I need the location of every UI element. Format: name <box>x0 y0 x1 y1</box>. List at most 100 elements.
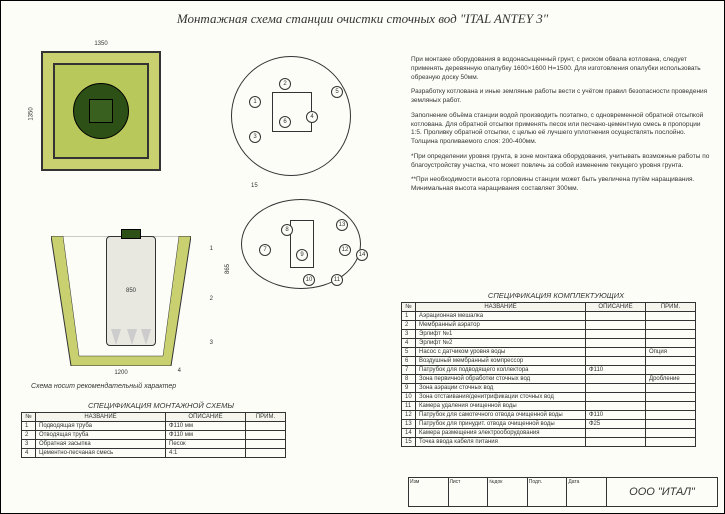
callout-1: 1 <box>210 246 213 252</box>
table-row: 12Патрубок для самотечного отвода очищен… <box>402 411 696 420</box>
table-cell <box>586 438 646 447</box>
table-cell: Зона отстаивания/денитрификации сточных … <box>416 393 586 402</box>
callout-3: 3 <box>210 340 213 346</box>
tank-leg <box>111 329 121 345</box>
table-cell: 11 <box>402 402 416 411</box>
table-cell: 12 <box>402 411 416 420</box>
table-cell: 8 <box>402 375 416 384</box>
table-cell <box>586 375 646 384</box>
node-label: 12 <box>339 244 351 256</box>
table-cell: Патрубок для подводящего коллектора <box>416 366 586 375</box>
table-cell: Цементно-песчаная смесь <box>36 449 166 458</box>
table-cell: 5 <box>402 348 416 357</box>
circ1-rect <box>272 92 312 132</box>
table-cell: Ф110 мм <box>166 422 246 431</box>
node-label: 11 <box>331 274 343 286</box>
table-cell: Песок <box>166 440 246 449</box>
table-cell: Воздушный мембранный компрессор <box>416 357 586 366</box>
table-header: № <box>22 413 36 422</box>
note-p: *При определении уровня грунта, в зоне м… <box>411 153 711 171</box>
table-row: 3Обратная засыпкаПесок <box>22 440 286 449</box>
node-label: 10 <box>303 274 315 286</box>
titleblock-col: Дата <box>567 478 607 506</box>
table-cell: Патрубок для самотечного отвода очищенно… <box>416 411 586 420</box>
table-row: 2Отводящая трубаФ110 мм <box>22 431 286 440</box>
table-cell: 1 <box>22 422 36 431</box>
table-cell <box>586 348 646 357</box>
table-header: НАЗВАНИЕ <box>416 303 586 312</box>
table-cell: 6 <box>402 357 416 366</box>
node-label: 14 <box>356 249 368 261</box>
titleblock-col: Подп. <box>528 478 568 506</box>
node-label: 2 <box>279 78 291 90</box>
table-cell: 4:1 <box>166 449 246 458</box>
table-row: 13Патрубок для принудит. отвода очищенно… <box>402 420 696 429</box>
table-assembly: СПЕЦИФИКАЦИЯ МОНТАЖНОЙ СХЕМЫ №НАЗВАНИЕОП… <box>21 401 301 458</box>
plan-dim-left: 1350 <box>29 107 35 120</box>
table-cell: Подводящая труба <box>36 422 166 431</box>
table-cell <box>586 402 646 411</box>
pit-outline: 850 <box>51 236 191 366</box>
table-header: ОПИСАНИЕ <box>586 303 646 312</box>
note-p: **При необходимости высота горловины ста… <box>411 176 711 194</box>
table-header: № <box>402 303 416 312</box>
plan-view: 1350 1350 <box>31 41 171 181</box>
table-cell <box>646 402 696 411</box>
note-p: При монтаже оборудования в водонасыщенны… <box>411 56 711 82</box>
node-label: 6 <box>279 116 291 128</box>
table-cell <box>586 357 646 366</box>
table-cell: Аэрационная мешалка <box>416 312 586 321</box>
table-cell <box>646 429 696 438</box>
plan-dim-top: 1350 <box>41 41 161 47</box>
table-cell: Зона первичной обработки сточных вод <box>416 375 586 384</box>
table-cell: Ф110 мм <box>166 431 246 440</box>
table-header: ПРИМ. <box>646 303 696 312</box>
table-cell: Зона аэрации сточных вод <box>416 384 586 393</box>
table-cell: 2 <box>22 431 36 440</box>
table-cell <box>586 393 646 402</box>
table-cell <box>246 431 286 440</box>
table-cell: 15 <box>402 438 416 447</box>
table-cell <box>586 384 646 393</box>
elevation-view: 850 1200 1 2 3 4 865 <box>31 206 211 376</box>
elev-dim-bottom: 1200 <box>51 370 191 376</box>
table-cell: Опция <box>646 348 696 357</box>
table-cell: 9 <box>402 384 416 393</box>
table-cell: 2 <box>402 321 416 330</box>
table-cell: Эрлифт №1 <box>416 330 586 339</box>
table-cell: Ф25 <box>586 420 646 429</box>
table-cell: Патрубок для принудит. отвода очищенной … <box>416 420 586 429</box>
titleblock-col: Лист <box>449 478 489 506</box>
node-label: 4 <box>306 111 318 123</box>
table-cell <box>246 449 286 458</box>
page-title: Монтажная схема станции очистки сточных … <box>1 11 724 27</box>
table-cell: Ф110 <box>586 411 646 420</box>
table-cell <box>646 384 696 393</box>
table-cell <box>586 330 646 339</box>
table-cell <box>646 393 696 402</box>
dim-diam: 850 <box>126 288 136 294</box>
table-cell <box>246 422 286 431</box>
circ-diagram-1 <box>231 56 351 176</box>
table-row: 4Цементно-песчаная смесь4:1 <box>22 449 286 458</box>
table-row: 9Зона аэрации сточных вод <box>402 384 696 393</box>
table-cell: Насос с датчиком уровня воды <box>416 348 586 357</box>
table-row: 11Камера удаления очищенной воды <box>402 402 696 411</box>
table-cell: 4 <box>22 449 36 458</box>
table-row: 6Воздушный мембранный компрессор <box>402 357 696 366</box>
table-cell <box>646 411 696 420</box>
table-row: 7Патрубок для подводящего коллектораФ110 <box>402 366 696 375</box>
table-cell <box>646 420 696 429</box>
node-label: 7 <box>259 244 271 256</box>
table-cell <box>586 312 646 321</box>
table-cell: Отводящая труба <box>36 431 166 440</box>
table-row: 2Мембранный аэратор <box>402 321 696 330</box>
circ1-callout: 15 <box>251 183 258 189</box>
elev-dim-h: 865 <box>225 264 231 274</box>
table-cell <box>646 321 696 330</box>
node-label: 13 <box>336 219 348 231</box>
table-cell <box>646 312 696 321</box>
table-cell <box>246 440 286 449</box>
node-label: 1 <box>249 96 261 108</box>
table-cell: Эрлифт №2 <box>416 339 586 348</box>
